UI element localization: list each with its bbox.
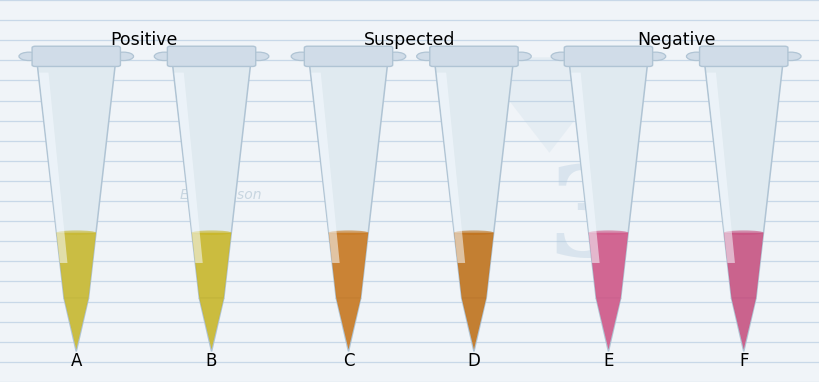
- FancyBboxPatch shape: [429, 46, 518, 66]
- FancyBboxPatch shape: [167, 46, 256, 66]
- Text: EW Johnson: EW Johnson: [180, 188, 261, 202]
- Polygon shape: [173, 65, 251, 298]
- Polygon shape: [461, 298, 486, 351]
- Text: B: B: [206, 352, 217, 370]
- Polygon shape: [731, 298, 755, 351]
- Polygon shape: [192, 233, 231, 350]
- Ellipse shape: [588, 230, 627, 235]
- Polygon shape: [199, 298, 224, 351]
- Polygon shape: [588, 233, 627, 350]
- FancyBboxPatch shape: [32, 46, 120, 66]
- Ellipse shape: [192, 230, 231, 235]
- Polygon shape: [310, 65, 387, 298]
- Ellipse shape: [154, 52, 174, 61]
- Ellipse shape: [723, 230, 762, 235]
- Ellipse shape: [248, 52, 269, 61]
- Polygon shape: [328, 233, 368, 350]
- Polygon shape: [64, 298, 88, 351]
- Text: D: D: [467, 352, 480, 370]
- Ellipse shape: [19, 52, 39, 61]
- FancyBboxPatch shape: [304, 46, 392, 66]
- Polygon shape: [336, 298, 360, 351]
- Ellipse shape: [686, 52, 706, 61]
- Polygon shape: [57, 233, 96, 350]
- Ellipse shape: [328, 230, 368, 235]
- Ellipse shape: [291, 52, 311, 61]
- Polygon shape: [39, 73, 67, 263]
- Ellipse shape: [645, 52, 665, 61]
- Polygon shape: [571, 73, 599, 263]
- Ellipse shape: [385, 52, 405, 61]
- Text: Positive: Positive: [110, 31, 177, 49]
- Text: E: E: [603, 352, 613, 370]
- Polygon shape: [434, 65, 513, 298]
- Polygon shape: [704, 65, 782, 298]
- Text: C: C: [342, 352, 354, 370]
- Ellipse shape: [510, 52, 531, 61]
- Text: F: F: [738, 352, 748, 370]
- Polygon shape: [311, 73, 339, 263]
- FancyBboxPatch shape: [563, 46, 652, 66]
- Polygon shape: [595, 298, 620, 351]
- Text: 3: 3: [546, 161, 633, 282]
- Ellipse shape: [113, 52, 133, 61]
- Polygon shape: [38, 65, 115, 298]
- Polygon shape: [568, 65, 647, 298]
- Ellipse shape: [780, 52, 800, 61]
- FancyBboxPatch shape: [699, 46, 787, 66]
- Polygon shape: [723, 233, 762, 350]
- Ellipse shape: [57, 230, 96, 235]
- Ellipse shape: [550, 52, 571, 61]
- Text: Negative: Negative: [636, 31, 715, 49]
- Polygon shape: [454, 233, 493, 350]
- Ellipse shape: [454, 230, 493, 235]
- Polygon shape: [706, 73, 734, 263]
- Polygon shape: [437, 73, 464, 263]
- Polygon shape: [174, 73, 202, 263]
- Ellipse shape: [416, 52, 437, 61]
- Text: A: A: [70, 352, 82, 370]
- Text: Suspected: Suspected: [364, 31, 455, 49]
- Polygon shape: [475, 57, 622, 153]
